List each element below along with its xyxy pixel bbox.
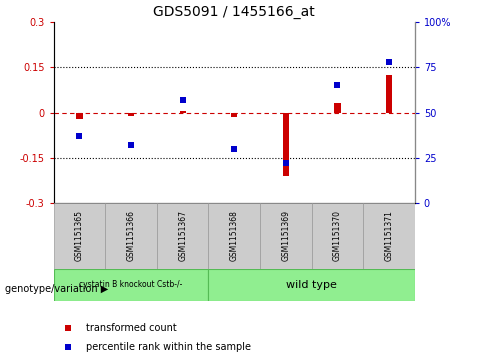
Bar (312, 203, 363, 269)
Text: GSM1151368: GSM1151368 (230, 211, 239, 261)
Title: GDS5091 / 1455166_at: GDS5091 / 1455166_at (153, 5, 315, 19)
Bar (77, 113, 82, 119)
Text: GSM1151369: GSM1151369 (281, 211, 290, 261)
Bar (208, 269, 415, 301)
Bar (54, 269, 208, 301)
Bar (386, 75, 392, 113)
Bar (363, 203, 415, 269)
Bar (128, 113, 134, 115)
Bar (105, 203, 157, 269)
Text: transformed count: transformed count (86, 323, 177, 333)
Text: GSM1151365: GSM1151365 (75, 211, 84, 261)
Bar (208, 203, 260, 269)
Bar (157, 203, 208, 269)
Text: percentile rank within the sample: percentile rank within the sample (86, 342, 251, 352)
Text: GSM1151367: GSM1151367 (178, 211, 187, 261)
Text: cystatin B knockout Cstb-/-: cystatin B knockout Cstb-/- (80, 281, 183, 289)
Text: wild type: wild type (286, 280, 337, 290)
Text: GSM1151370: GSM1151370 (333, 211, 342, 261)
Bar (231, 113, 237, 117)
Bar (260, 203, 312, 269)
Bar (283, 113, 289, 176)
Text: GSM1151366: GSM1151366 (126, 211, 136, 261)
Bar (180, 111, 186, 113)
Bar (54, 203, 105, 269)
Text: GSM1151371: GSM1151371 (385, 211, 393, 261)
Bar (334, 103, 341, 113)
Text: genotype/variation ▶: genotype/variation ▶ (5, 284, 108, 294)
